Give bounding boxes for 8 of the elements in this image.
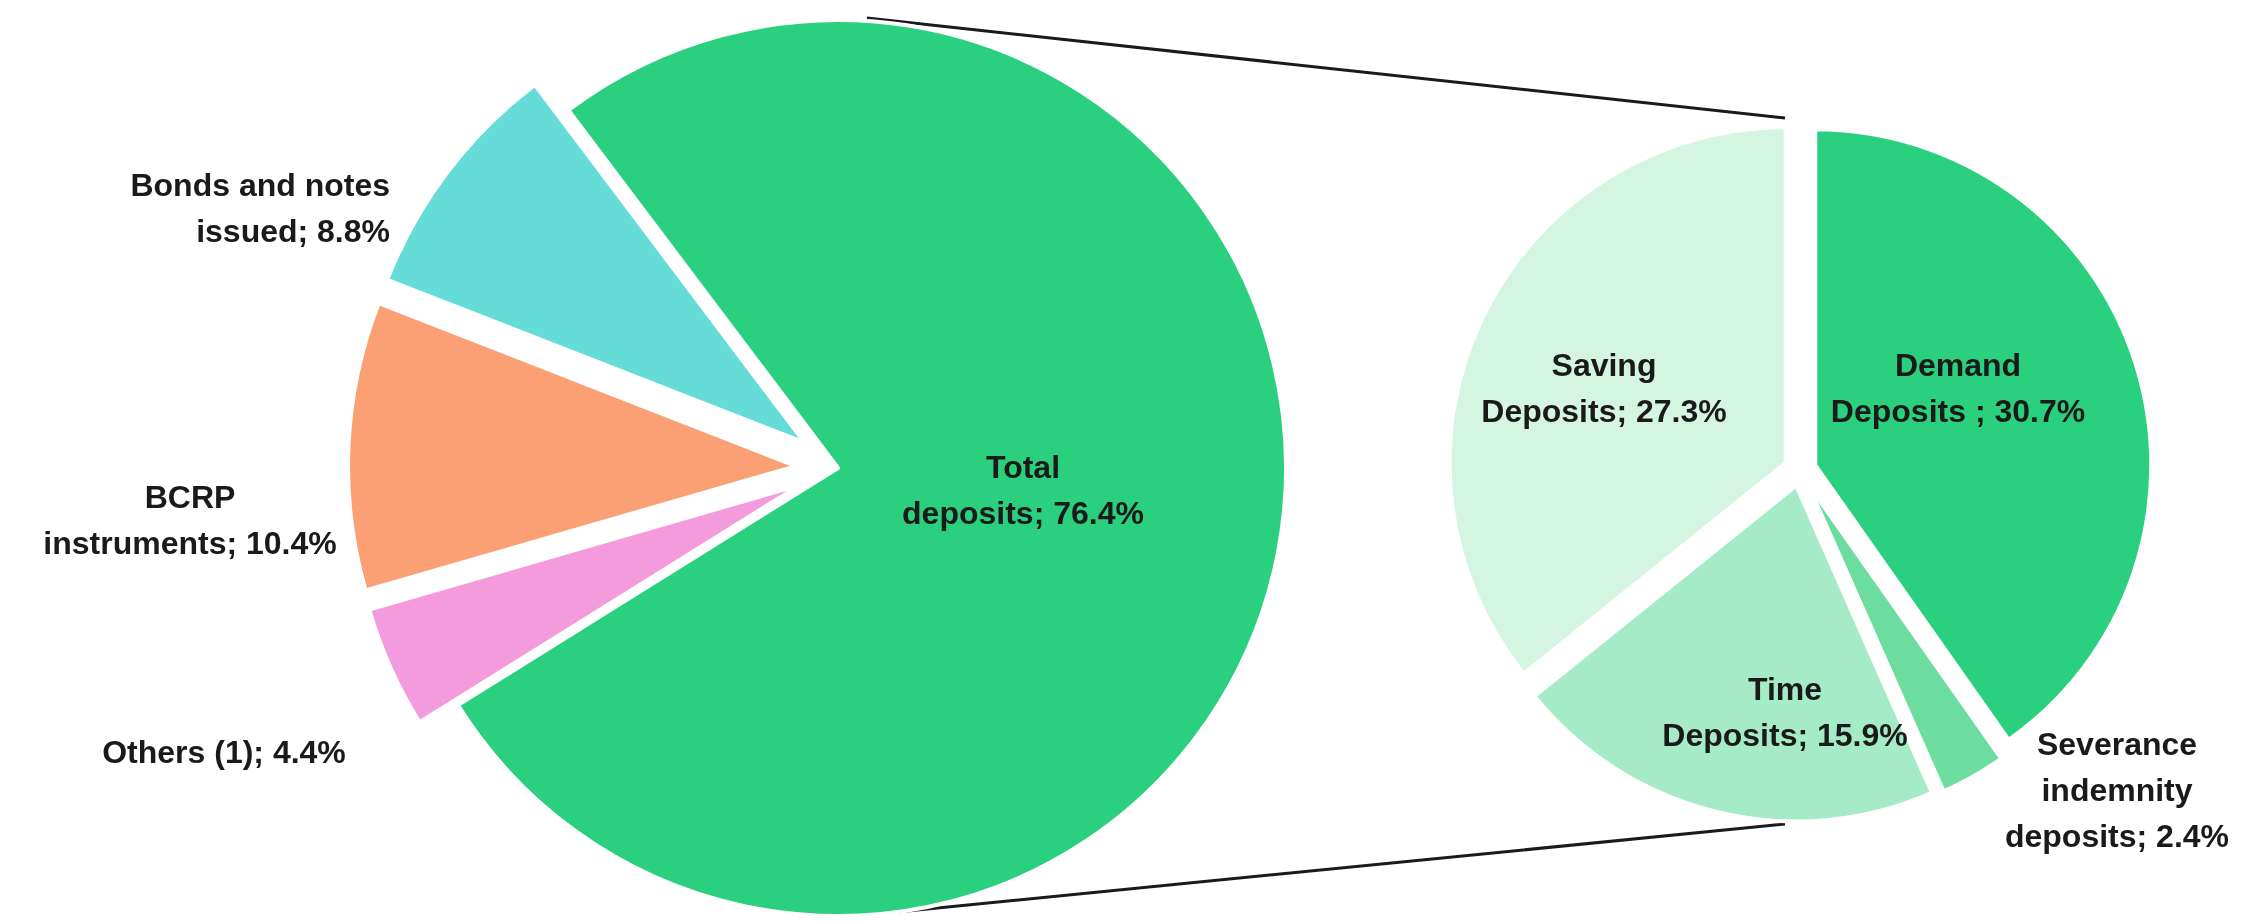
slice-label: Others (1); 4.4%	[102, 733, 346, 772]
slice-label: Time Deposits; 15.9%	[1661, 670, 1909, 755]
slice-label: Bonds and notes issued; 8.8%	[129, 166, 390, 251]
slice-label: Total deposits; 76.4%	[901, 448, 1145, 533]
slice-label: BCRP instruments; 10.4%	[42, 478, 338, 563]
slice-label: Severance indemnity deposits; 2.4%	[2003, 725, 2231, 856]
slice-label: Demand Deposits ; 30.7%	[1829, 346, 2087, 431]
slice-label: Saving Deposits; 27.3%	[1480, 346, 1728, 431]
